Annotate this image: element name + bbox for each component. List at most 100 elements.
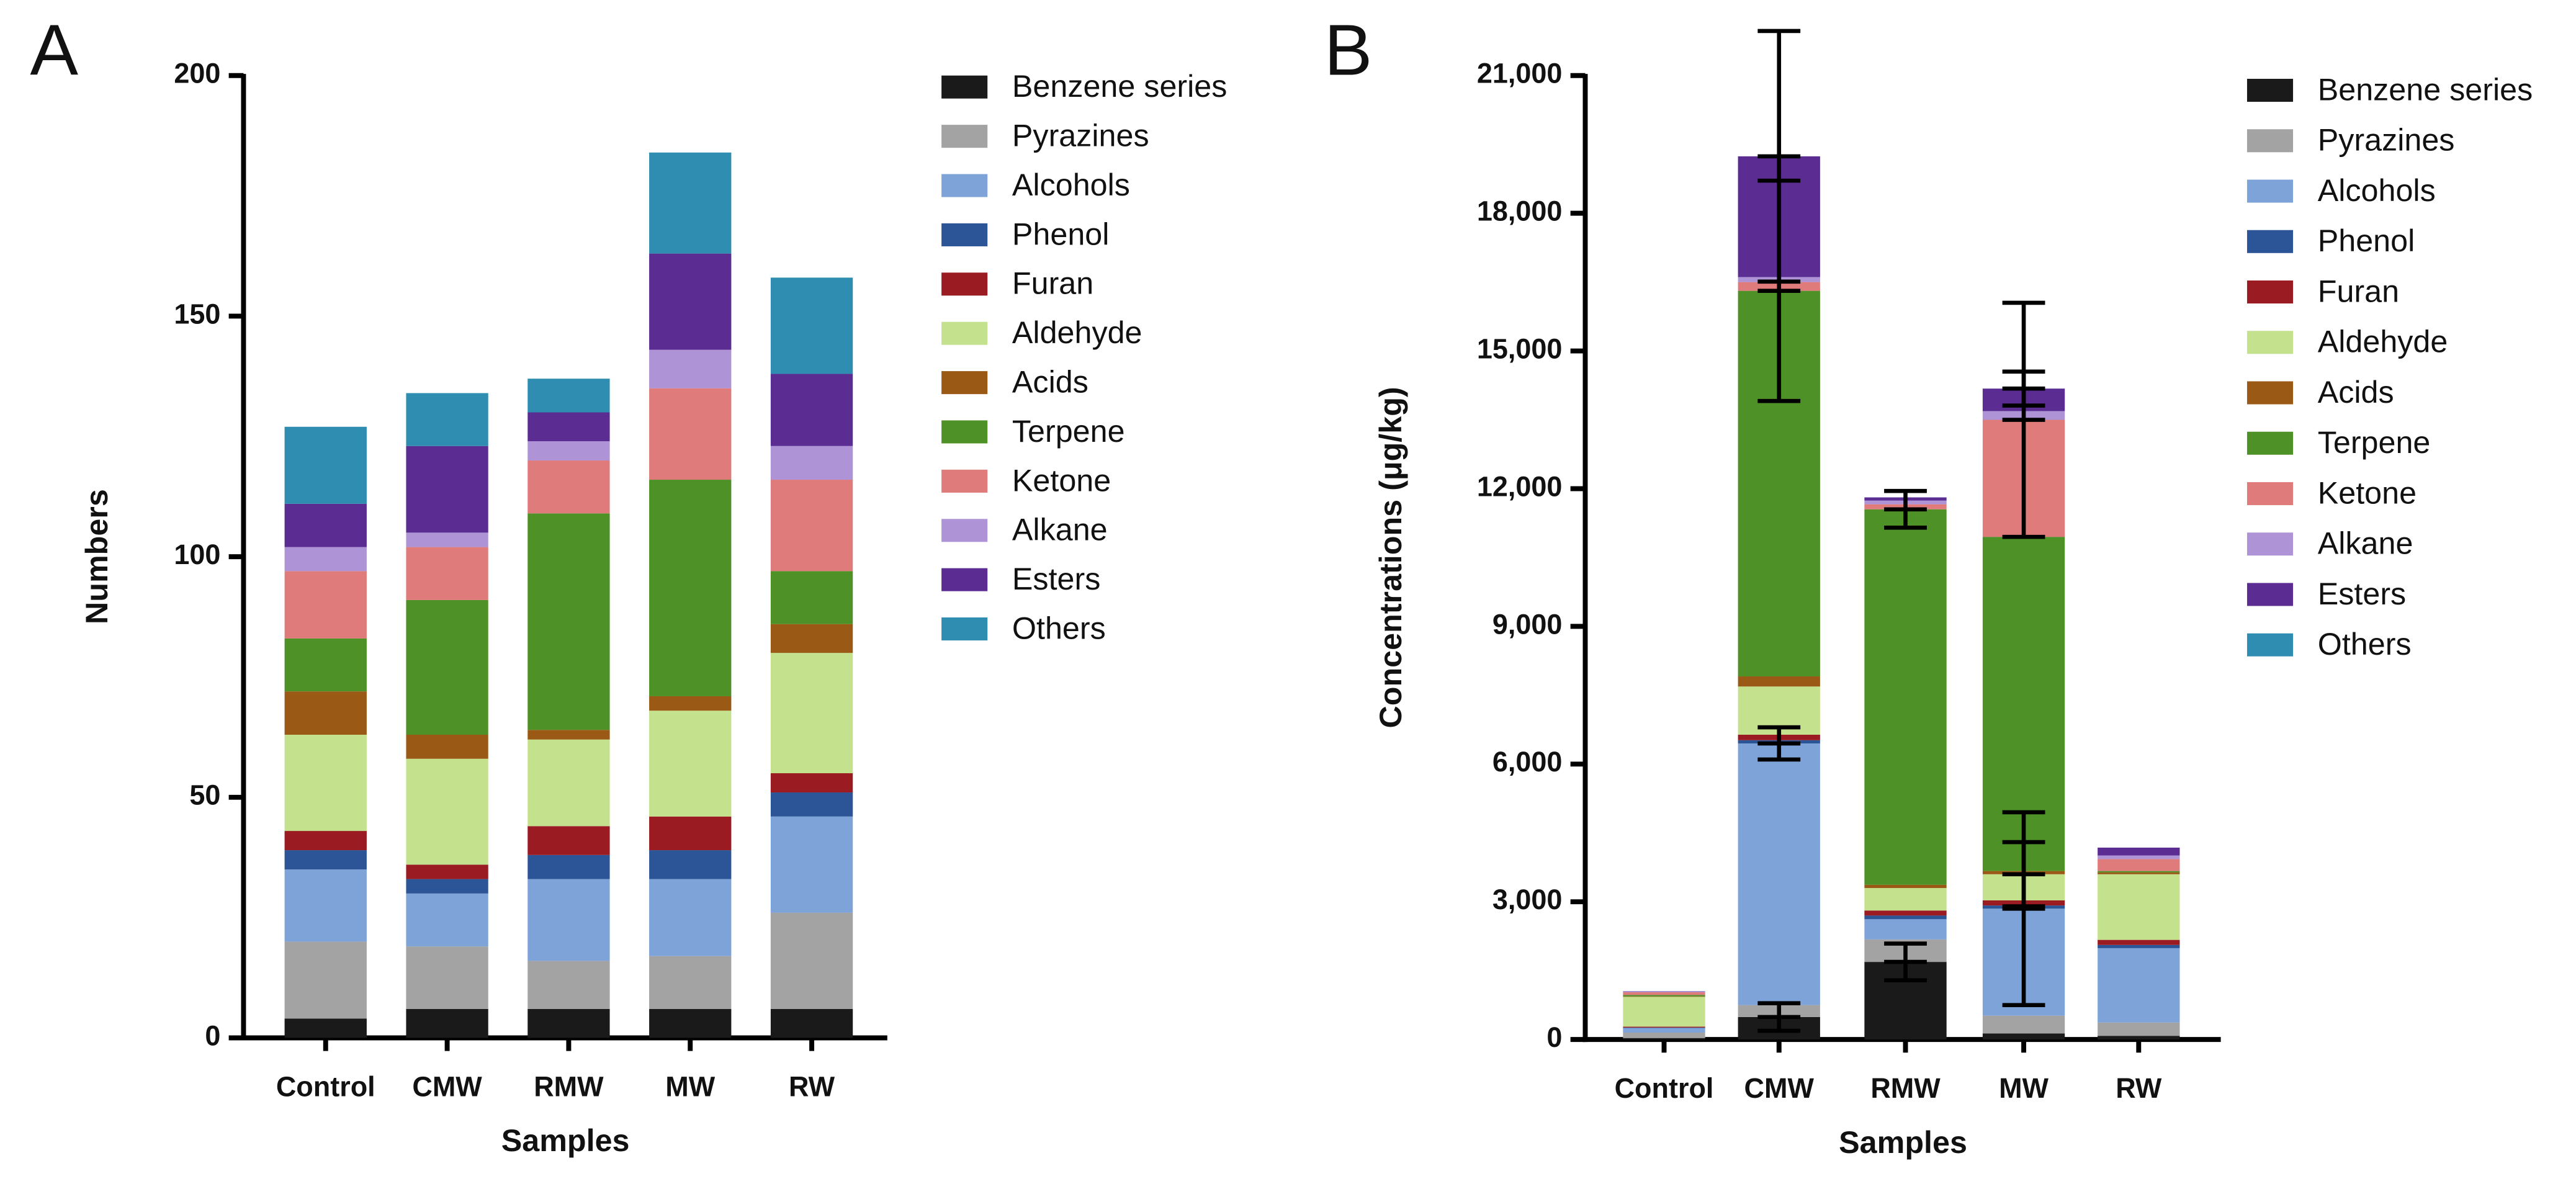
error-bar (1757, 29, 1801, 284)
bar-segment (527, 1008, 610, 1038)
bar-segment (1982, 1033, 2065, 1040)
legend-label: Terpene (2318, 424, 2431, 460)
bar-segment (1623, 995, 1705, 997)
bar-segment (1623, 1038, 1705, 1040)
bar-segment (284, 571, 367, 639)
error-bar (1884, 941, 1927, 983)
legend-label: Ketone (1012, 462, 1111, 498)
bar-segment (1864, 884, 1947, 889)
x-tick-label: MW (665, 1070, 715, 1102)
bar-segment (406, 758, 488, 865)
bar-segment (284, 734, 367, 832)
legend-label: Benzene series (1012, 68, 1227, 104)
bar-segment (527, 513, 610, 730)
error-bar (2002, 369, 2045, 408)
y-tick-label: 100 (174, 539, 220, 570)
legend-label: Phenol (2318, 223, 2415, 258)
legend-swatch (2246, 129, 2294, 153)
bar-segment (527, 460, 610, 514)
bar-segment (1738, 743, 1820, 1005)
x-tick-label: MW (1999, 1072, 2049, 1104)
y-tick-label: 50 (189, 779, 220, 811)
legend-label: Acids (2318, 374, 2394, 410)
legend-swatch (941, 125, 988, 148)
legend-label: Alkane (1012, 512, 1108, 547)
bar-segment (527, 441, 610, 461)
error-bar (1884, 488, 1927, 530)
legend-label: Pyrazines (2318, 122, 2455, 158)
x-tick-label: RW (2116, 1072, 2162, 1104)
legend-swatch (941, 174, 988, 197)
bar-segment (406, 893, 488, 947)
bar-segment (649, 956, 732, 1009)
error-bar (2002, 300, 2045, 539)
y-tick-label: 0 (205, 1020, 220, 1051)
bar-segment (406, 879, 488, 894)
bar-segment (649, 349, 732, 388)
bar-segment (284, 547, 367, 572)
bar-segment (406, 393, 488, 446)
bar-segment (1623, 991, 1705, 992)
legend-label: Esters (1012, 561, 1100, 596)
bar-segment (770, 1008, 853, 1038)
bar-segment (2098, 1036, 2180, 1040)
bar-segment (2098, 859, 2180, 871)
bar-segment (770, 480, 853, 572)
bar-segment (2098, 871, 2180, 872)
legend-label: Pyrazines (1012, 118, 1149, 153)
legend-swatch (2246, 482, 2294, 506)
bar-segment (770, 374, 853, 446)
bar-segment (2098, 948, 2180, 1023)
bar-segment (527, 412, 610, 442)
bar-segment (649, 850, 732, 879)
bar-segment (770, 792, 853, 817)
bar-segment (406, 1008, 488, 1038)
y-tick-label: 15,000 (1477, 333, 1563, 364)
bar-segment (1623, 1033, 1705, 1038)
bar-segment (284, 850, 367, 870)
y-tick-label: 12,000 (1477, 470, 1563, 502)
x-axis-label: Samples (501, 1123, 630, 1158)
bar-segment (1864, 919, 1947, 940)
bar-segment (770, 816, 853, 913)
legend-swatch (941, 223, 988, 246)
bar-segment (284, 638, 367, 692)
legend-swatch (941, 321, 988, 345)
legend-swatch (2246, 431, 2294, 455)
legend-swatch (941, 75, 988, 99)
bar-segment (770, 624, 853, 653)
bar-segment (649, 253, 732, 350)
bar-segment (2098, 855, 2180, 859)
bar-segment (2098, 847, 2180, 856)
bar-segment (284, 426, 367, 504)
x-tick-label: Control (276, 1070, 375, 1102)
legend-label: Furan (1012, 266, 1093, 301)
y-axis-label: Concentrations (μg/kg) (1373, 387, 1408, 728)
legend-label: Benzene series (2318, 71, 2533, 107)
bar-segment (1623, 997, 1705, 1027)
bar-segment (406, 946, 488, 1009)
legend-label: Ketone (2318, 475, 2417, 510)
bar-segment (527, 879, 610, 961)
y-tick-label: 6,000 (1492, 746, 1563, 778)
bar-segment (1864, 910, 1947, 916)
bar-segment (527, 379, 610, 413)
bar-segment (284, 941, 367, 1019)
bar-segment (284, 1018, 367, 1038)
legend-swatch (941, 371, 988, 395)
bar-segment (770, 912, 853, 1009)
bar-segment (649, 879, 732, 956)
legend-swatch (2246, 583, 2294, 606)
legend-swatch (941, 272, 988, 296)
bar-segment (1623, 1028, 1705, 1033)
bar-segment (649, 480, 732, 696)
legend-swatch (2246, 331, 2294, 354)
bar-segment (527, 730, 610, 740)
x-tick-label: Control (1615, 1072, 1714, 1104)
bar-segment (770, 446, 853, 480)
bar-segment (2098, 940, 2180, 945)
y-tick-label: 0 (1546, 1021, 1562, 1053)
legend-swatch (2246, 179, 2294, 203)
legend-swatch (2246, 79, 2294, 102)
